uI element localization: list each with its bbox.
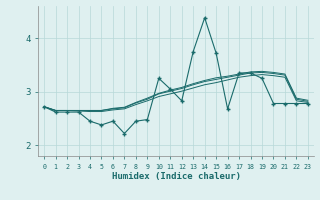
X-axis label: Humidex (Indice chaleur): Humidex (Indice chaleur) — [111, 172, 241, 181]
